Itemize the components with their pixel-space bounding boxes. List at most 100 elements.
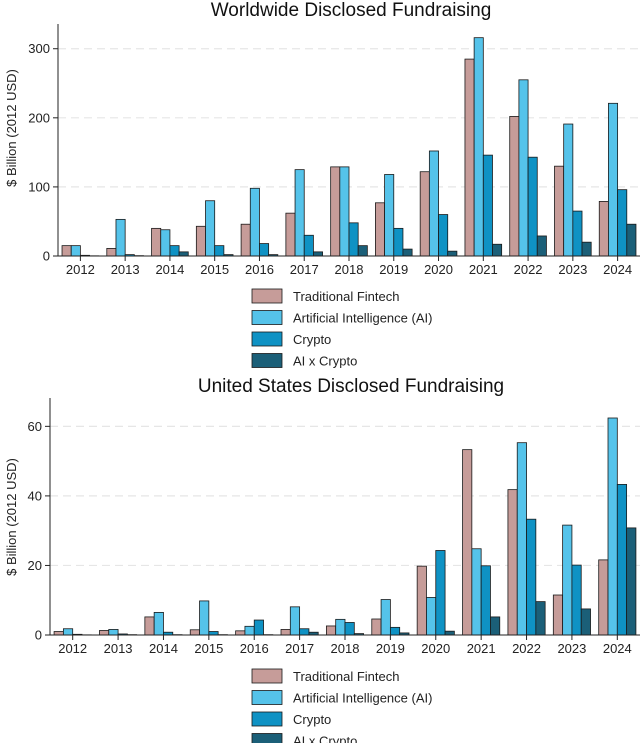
bar bbox=[447, 250, 458, 257]
x-tick-label: 2024 bbox=[603, 641, 632, 656]
bar bbox=[289, 606, 301, 636]
bar bbox=[464, 58, 475, 257]
bar bbox=[70, 245, 81, 257]
bar bbox=[205, 200, 216, 257]
bar bbox=[626, 223, 637, 257]
y-axis-label: $ Billion (2012 USD) bbox=[4, 458, 19, 576]
bar bbox=[626, 527, 637, 636]
bar bbox=[490, 616, 501, 636]
bar bbox=[178, 251, 189, 257]
chart-title: United States Disclosed Fundraising bbox=[198, 376, 504, 397]
bar bbox=[473, 37, 484, 257]
x-tick-label: 2018 bbox=[331, 641, 360, 656]
bar bbox=[480, 565, 491, 636]
x-tick-label: 2016 bbox=[240, 641, 269, 656]
bar bbox=[438, 214, 449, 257]
chart-title: Worldwide Disclosed Fundraising bbox=[211, 0, 492, 21]
bar bbox=[115, 218, 126, 257]
legend-label: Crypto bbox=[293, 712, 331, 727]
bar bbox=[108, 629, 119, 636]
bar bbox=[259, 243, 270, 257]
bar bbox=[444, 630, 455, 636]
bar bbox=[344, 622, 355, 636]
bar bbox=[313, 251, 323, 257]
x-tick-label: 2014 bbox=[155, 262, 184, 277]
x-tick-label: 2023 bbox=[557, 641, 586, 656]
y-tick-label: 0 bbox=[43, 249, 50, 264]
bar bbox=[285, 212, 296, 257]
x-tick-label: 2018 bbox=[335, 262, 364, 277]
bar bbox=[335, 618, 346, 636]
legend-swatch bbox=[251, 711, 283, 727]
y-tick-label: 300 bbox=[28, 41, 50, 56]
y-tick-label: 0 bbox=[35, 628, 42, 643]
bar bbox=[527, 156, 538, 257]
bar bbox=[416, 565, 427, 636]
legend-label: Artificial Intelligence (AI) bbox=[293, 691, 432, 706]
x-tick-label: 2021 bbox=[469, 262, 498, 277]
bar bbox=[462, 449, 473, 636]
bar bbox=[253, 619, 264, 636]
x-tick-label: 2017 bbox=[285, 641, 314, 656]
x-tick-label: 2016 bbox=[245, 262, 274, 277]
legend-label: Crypto bbox=[293, 332, 331, 347]
bar bbox=[99, 630, 110, 636]
bar bbox=[492, 243, 503, 257]
legend-swatch bbox=[251, 668, 283, 684]
x-tick-label: 2012 bbox=[58, 641, 87, 656]
bar bbox=[348, 222, 359, 257]
bar bbox=[357, 245, 368, 257]
bar bbox=[330, 166, 341, 257]
x-tick-label: 2013 bbox=[104, 641, 133, 656]
bar bbox=[235, 630, 246, 636]
bar bbox=[169, 245, 180, 257]
x-tick-label: 2012 bbox=[66, 262, 95, 277]
bar bbox=[393, 227, 404, 257]
bar bbox=[435, 550, 446, 636]
bar bbox=[419, 171, 430, 257]
x-tick-label: 2020 bbox=[424, 262, 453, 277]
y-tick-label: 100 bbox=[28, 179, 50, 194]
x-tick-label: 2019 bbox=[379, 262, 408, 277]
x-tick-label: 2021 bbox=[467, 641, 496, 656]
x-tick-label: 2019 bbox=[376, 641, 405, 656]
bar bbox=[598, 201, 609, 257]
bar bbox=[616, 484, 628, 636]
legend-swatch bbox=[251, 331, 283, 347]
bar bbox=[535, 601, 546, 636]
bar bbox=[608, 102, 619, 257]
legend-label: Traditional Fintech bbox=[293, 289, 399, 304]
bar bbox=[371, 618, 382, 636]
bar bbox=[482, 154, 493, 257]
bar bbox=[598, 559, 609, 636]
bar bbox=[62, 628, 74, 636]
bar bbox=[189, 629, 200, 636]
bar bbox=[536, 235, 547, 257]
bar bbox=[280, 629, 291, 636]
x-tick-label: 2020 bbox=[421, 641, 450, 656]
legend-label: AI x Crypto bbox=[293, 354, 357, 369]
bar bbox=[552, 594, 564, 636]
bar bbox=[106, 247, 117, 257]
legend-label: AI x Crypto bbox=[293, 734, 357, 743]
bar bbox=[299, 628, 310, 636]
bar bbox=[325, 625, 337, 636]
legend-swatch bbox=[251, 733, 283, 743]
bar bbox=[518, 79, 529, 257]
bar bbox=[617, 189, 628, 257]
worldwide-fundraising-chart: Worldwide Disclosed Fundraising $ Billio… bbox=[4, 0, 640, 369]
bar bbox=[509, 116, 520, 257]
bar bbox=[426, 597, 437, 636]
bar bbox=[240, 223, 251, 257]
bar bbox=[581, 241, 592, 257]
legend-swatch bbox=[251, 310, 283, 325]
y-tick-label: 40 bbox=[28, 488, 42, 503]
bar bbox=[571, 564, 582, 636]
legend-swatch bbox=[251, 690, 283, 705]
bar bbox=[380, 599, 391, 636]
bar bbox=[199, 600, 210, 636]
y-tick-label: 60 bbox=[28, 419, 42, 434]
x-tick-label: 2014 bbox=[149, 641, 178, 656]
bar bbox=[375, 202, 385, 257]
